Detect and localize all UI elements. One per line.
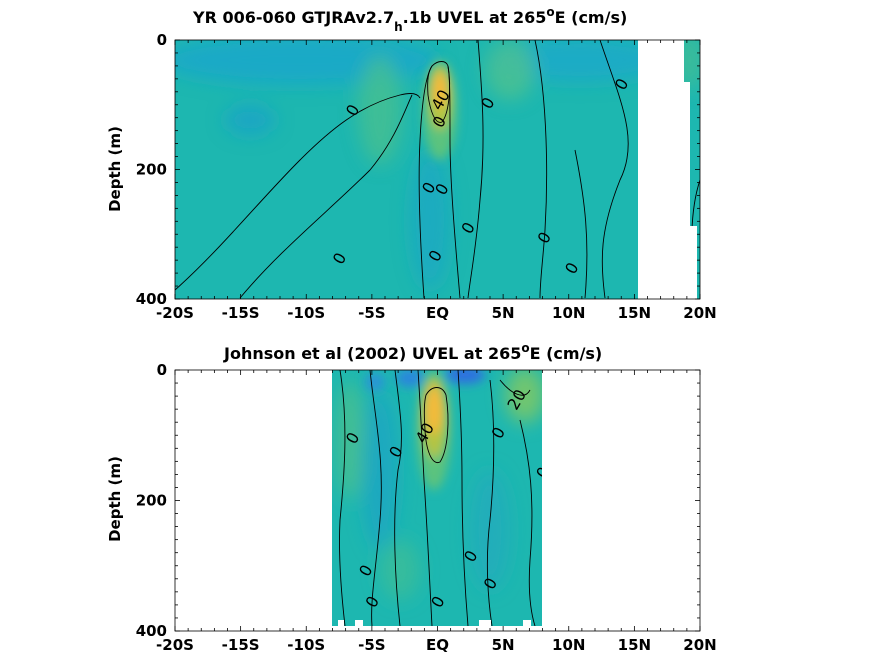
top-mask-land-1 xyxy=(638,40,684,299)
top-contour-north-2 xyxy=(534,40,548,299)
top-contour-north-3 xyxy=(599,40,629,299)
bottom-contour-3 xyxy=(394,370,402,626)
bottom-contour-core xyxy=(423,387,449,464)
bottom-blob-surface-blue xyxy=(445,370,485,384)
bottom-x-ticks: -20S -15S -10S -5S EQ 5N 10N 15N 20N xyxy=(156,370,717,654)
top-blob-west-blue xyxy=(225,105,275,135)
bottom-blob-west-green xyxy=(336,380,364,500)
bottom-blob-deep-north xyxy=(470,470,510,590)
bottom-blob-surface-blue-3 xyxy=(365,373,385,391)
top-mask-land-3 xyxy=(690,226,697,299)
x-tick-label: EQ xyxy=(426,636,449,654)
y-tick-label: 0 xyxy=(157,361,167,379)
bottom-contour-4 xyxy=(417,370,433,626)
bottom-title: Johnson et al (2002) UVEL at 265oE (cm/s… xyxy=(223,341,602,363)
bottom-blob-south-blue xyxy=(362,390,398,550)
x-tick-label: -5S xyxy=(358,304,385,322)
x-tick-label: -10S xyxy=(287,636,325,654)
top-contour-core-west xyxy=(418,65,433,299)
bottom-core-inner xyxy=(426,386,442,434)
bottom-bottom-notch-1 xyxy=(338,620,344,626)
y-tick-label: 400 xyxy=(136,290,167,308)
x-tick-label: 10N xyxy=(552,304,585,322)
bottom-y-ticks: 0 200 400 xyxy=(136,361,700,640)
x-tick-label: -15S xyxy=(222,636,260,654)
bottom-blob-surface-blue-2 xyxy=(396,370,424,387)
x-tick-label: 10N xyxy=(552,636,585,654)
top-panel: YR 006-060 GTJRAv2.7h.1b UVEL at 265oE (… xyxy=(106,5,717,322)
x-tick-label: 20N xyxy=(683,636,716,654)
bottom-contour-1 xyxy=(339,370,346,626)
top-ylabel: Depth (m) xyxy=(106,126,124,212)
y-tick-label: 400 xyxy=(136,622,167,640)
top-contour-core-ring xyxy=(427,61,451,123)
top-contour-south-sweep xyxy=(175,93,421,291)
bottom-bottom-notch-3 xyxy=(479,620,491,626)
top-blob-north-green xyxy=(485,40,535,100)
bottom-bottom-notch-4 xyxy=(523,620,531,626)
top-blob-surface-blue-2 xyxy=(490,40,670,82)
bottom-contour-5 xyxy=(457,370,469,626)
x-tick-label: 20N xyxy=(683,304,716,322)
top-contour-south-deep xyxy=(239,94,413,299)
x-tick-label: -20S xyxy=(156,304,194,322)
y-tick-label: 0 xyxy=(157,31,167,49)
y-tick-label: 200 xyxy=(136,161,167,179)
bottom-contour-6 xyxy=(486,379,495,626)
top-contour-north-1 xyxy=(467,40,484,299)
x-tick-label: -20S xyxy=(156,636,194,654)
top-title: YR 006-060 GTJRAv2.7h.1b UVEL at 265oE (… xyxy=(192,5,627,34)
top-blob-south-green xyxy=(358,55,402,165)
top-contour-north-4 xyxy=(574,149,588,299)
bottom-blob-northeast-green xyxy=(505,370,542,423)
top-mask-land-2 xyxy=(684,82,690,299)
x-tick-label: 15N xyxy=(618,636,651,654)
top-x-ticks: -20S -15S -10S -5S EQ 5N 10N 15N 20N xyxy=(156,40,717,322)
top-y-ticks: 0 200 400 xyxy=(136,31,700,308)
top-core-inner xyxy=(433,72,447,108)
x-tick-label: 5N xyxy=(492,304,515,322)
x-tick-label: 15N xyxy=(618,304,651,322)
x-tick-label: -5S xyxy=(358,636,385,654)
y-tick-label: 200 xyxy=(136,492,167,510)
x-tick-label: -10S xyxy=(287,304,325,322)
bottom-bottom-notch-2 xyxy=(355,620,363,626)
x-tick-label: 5N xyxy=(492,636,515,654)
bottom-panel: Johnson et al (2002) UVEL at 265oE (cm/s… xyxy=(106,341,717,654)
top-blob-deep-blue xyxy=(410,150,450,290)
bottom-contour-8 xyxy=(519,419,536,626)
bottom-blob-deep-green xyxy=(380,540,420,600)
bottom-ylabel: Depth (m) xyxy=(106,456,124,542)
bottom-contour-7 xyxy=(499,379,531,396)
bottom-contour-2 xyxy=(369,370,382,626)
x-tick-label: -15S xyxy=(222,304,260,322)
x-tick-label: EQ xyxy=(426,304,449,322)
contour-label: 0 xyxy=(532,464,554,482)
